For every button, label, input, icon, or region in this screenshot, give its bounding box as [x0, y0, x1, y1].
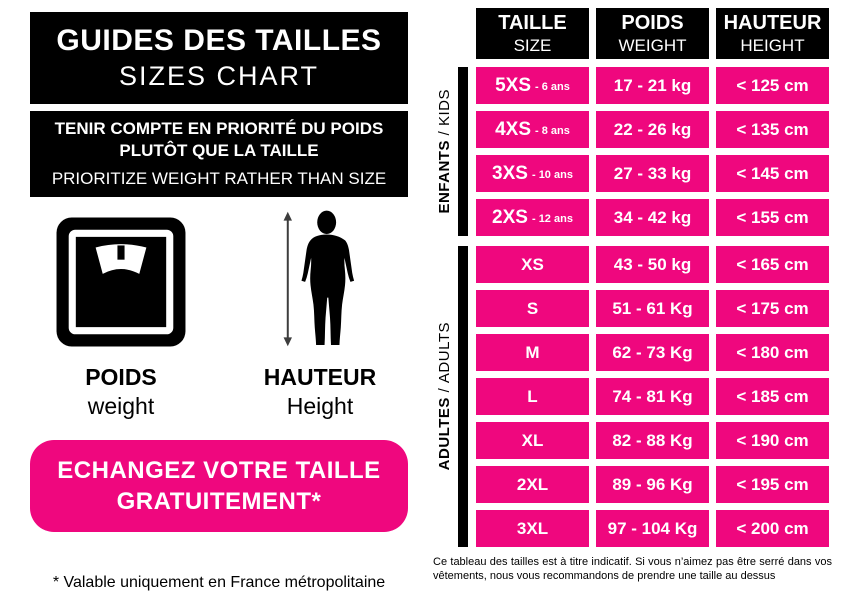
height-cell: < 190 cm [716, 422, 829, 459]
size-cell: S [476, 290, 589, 327]
table-row: XS 43 - 50 kg < 165 cm [476, 246, 829, 283]
table-row: 3XL 97 - 104 Kg < 200 cm [476, 510, 829, 547]
person-height-icon [280, 210, 360, 348]
weight-cell: 27 - 33 kg [596, 155, 709, 192]
header-size-fr: TAILLE [498, 11, 567, 34]
height-cell: < 175 cm [716, 290, 829, 327]
adults-label-separator: / [435, 383, 453, 398]
adults-section-bar [458, 246, 468, 547]
size-cell: 5XS - 6 ans [476, 67, 589, 104]
weight-cell: 22 - 26 kg [596, 111, 709, 148]
weight-label-fr: POIDS [85, 364, 157, 390]
weight-icon-group: POIDS weight [46, 213, 196, 420]
size-table: TAILLE SIZE POIDS WEIGHT HAUTEUR HEIGHT … [430, 0, 842, 595]
weight-cell: 43 - 50 kg [596, 246, 709, 283]
header-weight: POIDS WEIGHT [596, 8, 709, 59]
table-row: XL 82 - 88 Kg < 190 cm [476, 422, 829, 459]
height-cell: < 165 cm [716, 246, 829, 283]
size-cell: XS [476, 246, 589, 283]
height-cell: < 185 cm [716, 378, 829, 415]
kids-label-separator: / [435, 126, 453, 141]
weight-priority-notice: TENIR COMPTE EN PRIORITÉ DU POIDS PLUTÔT… [30, 111, 408, 197]
page-title-fr: GUIDES DES TAILLES [56, 24, 382, 57]
weight-label-en: weight [87, 393, 155, 419]
header-height: HAUTEUR HEIGHT [716, 8, 829, 59]
height-cell: < 145 cm [716, 155, 829, 192]
size-cell: 2XL [476, 466, 589, 503]
notice-fr-line2: PLUTÔT QUE LA TAILLE [119, 140, 319, 160]
size-cell: 3XL [476, 510, 589, 547]
height-cell: < 200 cm [716, 510, 829, 547]
notice-fr-line1: TENIR COMPTE EN PRIORITÉ DU POIDS [54, 119, 384, 139]
size-cell: M [476, 334, 589, 371]
size-cell: L [476, 378, 589, 415]
measure-icons-row: POIDS weight [30, 210, 408, 420]
size-cell: 2XS - 12 ans [476, 199, 589, 236]
height-label-fr: HAUTEUR [263, 364, 377, 390]
weight-cell: 74 - 81 Kg [596, 378, 709, 415]
footnote: * Valable uniquement en France métropoli… [52, 574, 386, 591]
notice-en: PRIORITIZE WEIGHT RATHER THAN SIZE [51, 168, 387, 188]
height-cell: < 155 cm [716, 199, 829, 236]
weight-cell: 89 - 96 Kg [596, 466, 709, 503]
table-header-row: TAILLE SIZE POIDS WEIGHT HAUTEUR HEIGHT [476, 8, 842, 59]
table-row: 3XS - 10 ans 27 - 33 kg < 145 cm [476, 155, 829, 192]
weight-cell: 82 - 88 Kg [596, 422, 709, 459]
header-size-en: SIZE [513, 35, 552, 55]
height-cell: < 125 cm [716, 67, 829, 104]
table-disclaimer: Ce tableau des tailles est à titre indic… [433, 556, 832, 583]
header-size: TAILLE SIZE [476, 8, 589, 59]
weight-cell: 97 - 104 Kg [596, 510, 709, 547]
header-weight-fr: POIDS [621, 11, 684, 34]
cta-line1: ECHANGEZ VOTRE TAILLE [57, 456, 381, 484]
kids-section-bar [458, 67, 468, 236]
section-kids: ENFANTS / KIDS 5XS - 6 ans 17 - 21 kg < 1… [430, 67, 842, 236]
size-cell: 4XS - 8 ans [476, 111, 589, 148]
table-row: 5XS - 6 ans 17 - 21 kg < 125 cm [476, 67, 829, 104]
height-cell: < 195 cm [716, 466, 829, 503]
size-cell: 3XS - 10 ans [476, 155, 589, 192]
weight-cell: 17 - 21 kg [596, 67, 709, 104]
section-label-kids: ENFANTS / KIDS [430, 67, 458, 236]
size-cell: XL [476, 422, 589, 459]
table-row: S 51 - 61 Kg < 175 cm [476, 290, 829, 327]
scale-icon [55, 213, 187, 348]
table-row: 2XS - 12 ans 34 - 42 kg < 155 cm [476, 199, 829, 236]
kids-label-en: KIDS [435, 89, 453, 127]
table-row: 4XS - 8 ans 22 - 26 kg < 135 cm [476, 111, 829, 148]
measure-arrow-icon [283, 211, 292, 347]
title-banner: GUIDES DES TAILLES SIZES CHART [30, 12, 408, 104]
weight-cell: 51 - 61 Kg [596, 290, 709, 327]
adults-label-en: ADULTS [435, 322, 453, 384]
height-label-en: Height [286, 393, 354, 419]
weight-cell: 34 - 42 kg [596, 199, 709, 236]
kids-label-fr: ENFANTS [435, 140, 453, 214]
height-cell: < 180 cm [716, 334, 829, 371]
left-panel: GUIDES DES TAILLES SIZES CHART TENIR COM… [30, 12, 408, 591]
height-icon-group: HAUTEUR Height [250, 210, 390, 420]
table-row: L 74 - 81 Kg < 185 cm [476, 378, 829, 415]
table-row: M 62 - 73 Kg < 180 cm [476, 334, 829, 371]
cta-line2: GRATUITEMENT* [116, 487, 322, 515]
weight-cell: 62 - 73 Kg [596, 334, 709, 371]
section-label-adults: ADULTES / ADULTS [430, 246, 458, 547]
height-cell: < 135 cm [716, 111, 829, 148]
table-row: 2XL 89 - 96 Kg < 195 cm [476, 466, 829, 503]
header-height-fr: HAUTEUR [723, 11, 822, 34]
page-title-en: SIZES CHART [118, 61, 320, 91]
adults-label-fr: ADULTES [435, 397, 453, 471]
free-size-exchange-button[interactable]: ECHANGEZ VOTRE TAILLE GRATUITEMENT* [30, 440, 408, 532]
section-adults: ADULTES / ADULTS XS 43 - 50 kg < 165 cm … [430, 246, 842, 547]
header-weight-en: WEIGHT [618, 35, 687, 55]
header-height-en: HEIGHT [740, 35, 805, 55]
